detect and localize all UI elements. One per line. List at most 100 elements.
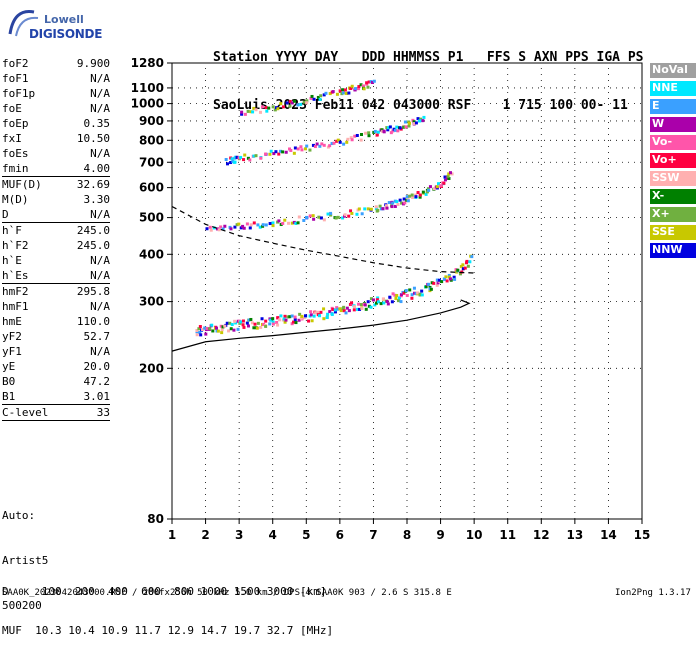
echo-point	[302, 218, 306, 222]
echo-point	[287, 221, 291, 225]
echo-point	[400, 201, 404, 205]
echo-point	[338, 89, 342, 93]
echo-point	[242, 226, 246, 230]
legend-item-e: E	[650, 99, 696, 114]
echo-point	[424, 192, 428, 196]
echo-point	[410, 296, 414, 300]
echo-point	[335, 92, 339, 96]
echo-point	[408, 121, 412, 125]
x-tick-label: 5	[302, 528, 310, 542]
echo-point	[345, 306, 349, 310]
echo-point	[448, 277, 452, 281]
echo-point	[318, 144, 322, 148]
echo-point	[289, 148, 293, 152]
param-name: yE	[2, 360, 16, 373]
echo-point	[342, 142, 346, 146]
echo-point	[264, 152, 268, 156]
echo-point	[452, 275, 456, 279]
param-name: h`F	[2, 224, 22, 237]
echo-point	[223, 224, 227, 228]
echo-point	[345, 140, 349, 144]
echo-point	[408, 194, 412, 198]
echo-point	[329, 213, 333, 217]
echo-point	[421, 119, 425, 123]
x-tick-label: 6	[336, 528, 344, 542]
echo-point	[399, 293, 403, 297]
echo-point	[293, 146, 297, 150]
echo-point	[413, 291, 417, 295]
legend-item-voplus: Vo+	[650, 153, 696, 168]
echo-point	[211, 329, 215, 333]
x-tick-label: 8	[403, 528, 411, 542]
echo-point	[357, 85, 361, 89]
echo-point	[268, 222, 272, 226]
digisonde-logo: Lowell DIGISONDE	[4, 4, 102, 44]
echo-point	[347, 91, 351, 95]
param-value: 295.8	[76, 285, 110, 298]
echo-point	[385, 206, 389, 210]
echo-point	[411, 195, 415, 199]
echo-point	[371, 298, 375, 302]
echo-point	[274, 150, 278, 154]
echo-point	[341, 91, 345, 95]
echo-point	[382, 301, 386, 305]
x-tick-label: 4	[269, 528, 277, 542]
param-value: N/A	[90, 345, 110, 358]
echo-point	[239, 155, 243, 159]
y-tick-label: 400	[139, 247, 164, 261]
echo-point	[279, 223, 283, 227]
param-name: M(D)	[2, 193, 29, 206]
x-tick-label: 2	[201, 528, 209, 542]
echo-point	[232, 328, 236, 332]
echo-point	[336, 215, 340, 219]
echo-point	[427, 282, 431, 286]
echo-point	[195, 328, 199, 332]
param-name: fxI	[2, 132, 22, 145]
echo-point	[339, 309, 343, 313]
param-name: C-level	[2, 406, 49, 419]
echo-point	[445, 176, 449, 180]
echo-point	[310, 94, 314, 98]
param-name: D	[2, 208, 9, 221]
echo-point	[417, 119, 421, 123]
echo-point	[297, 318, 301, 322]
echo-point	[414, 193, 418, 197]
echo-point	[283, 320, 287, 324]
echo-point	[374, 207, 378, 211]
echo-point	[294, 321, 298, 325]
echo-point	[271, 320, 275, 324]
y-tick-label: 500	[139, 211, 164, 225]
param-name: hmF1	[2, 300, 29, 313]
echo-point	[360, 306, 364, 310]
echo-point	[362, 84, 366, 88]
echo-point	[414, 121, 418, 125]
echo-point	[271, 317, 275, 321]
echo-point	[328, 92, 332, 96]
echo-point	[312, 97, 316, 101]
echo-point	[376, 208, 380, 212]
echo-point	[312, 217, 316, 221]
echo-point	[414, 195, 418, 199]
echo-point	[204, 332, 208, 336]
echo-point	[398, 198, 402, 202]
param-value: N/A	[90, 269, 110, 282]
echo-point	[269, 318, 273, 322]
param-row-fof1p: foF1p N/A	[2, 86, 110, 101]
echo-point	[328, 144, 332, 148]
echo-point	[279, 149, 283, 153]
muf-distance-table: D 100 200 400 600 800 1000 1500 3000 [km…	[2, 559, 333, 650]
echo-point	[369, 305, 373, 309]
echo-point	[468, 260, 472, 264]
echo-point	[375, 133, 379, 137]
echo-point	[199, 333, 203, 337]
echo-point	[342, 305, 346, 309]
echo-point	[390, 300, 394, 304]
echo-point	[256, 321, 260, 325]
x-tick-label: 12	[533, 528, 550, 542]
echo-point	[271, 221, 275, 225]
echo-point	[282, 317, 286, 321]
param-name: h`E	[2, 254, 22, 267]
echo-point	[254, 108, 258, 112]
echo-point	[372, 79, 376, 83]
echo-point	[309, 313, 313, 317]
